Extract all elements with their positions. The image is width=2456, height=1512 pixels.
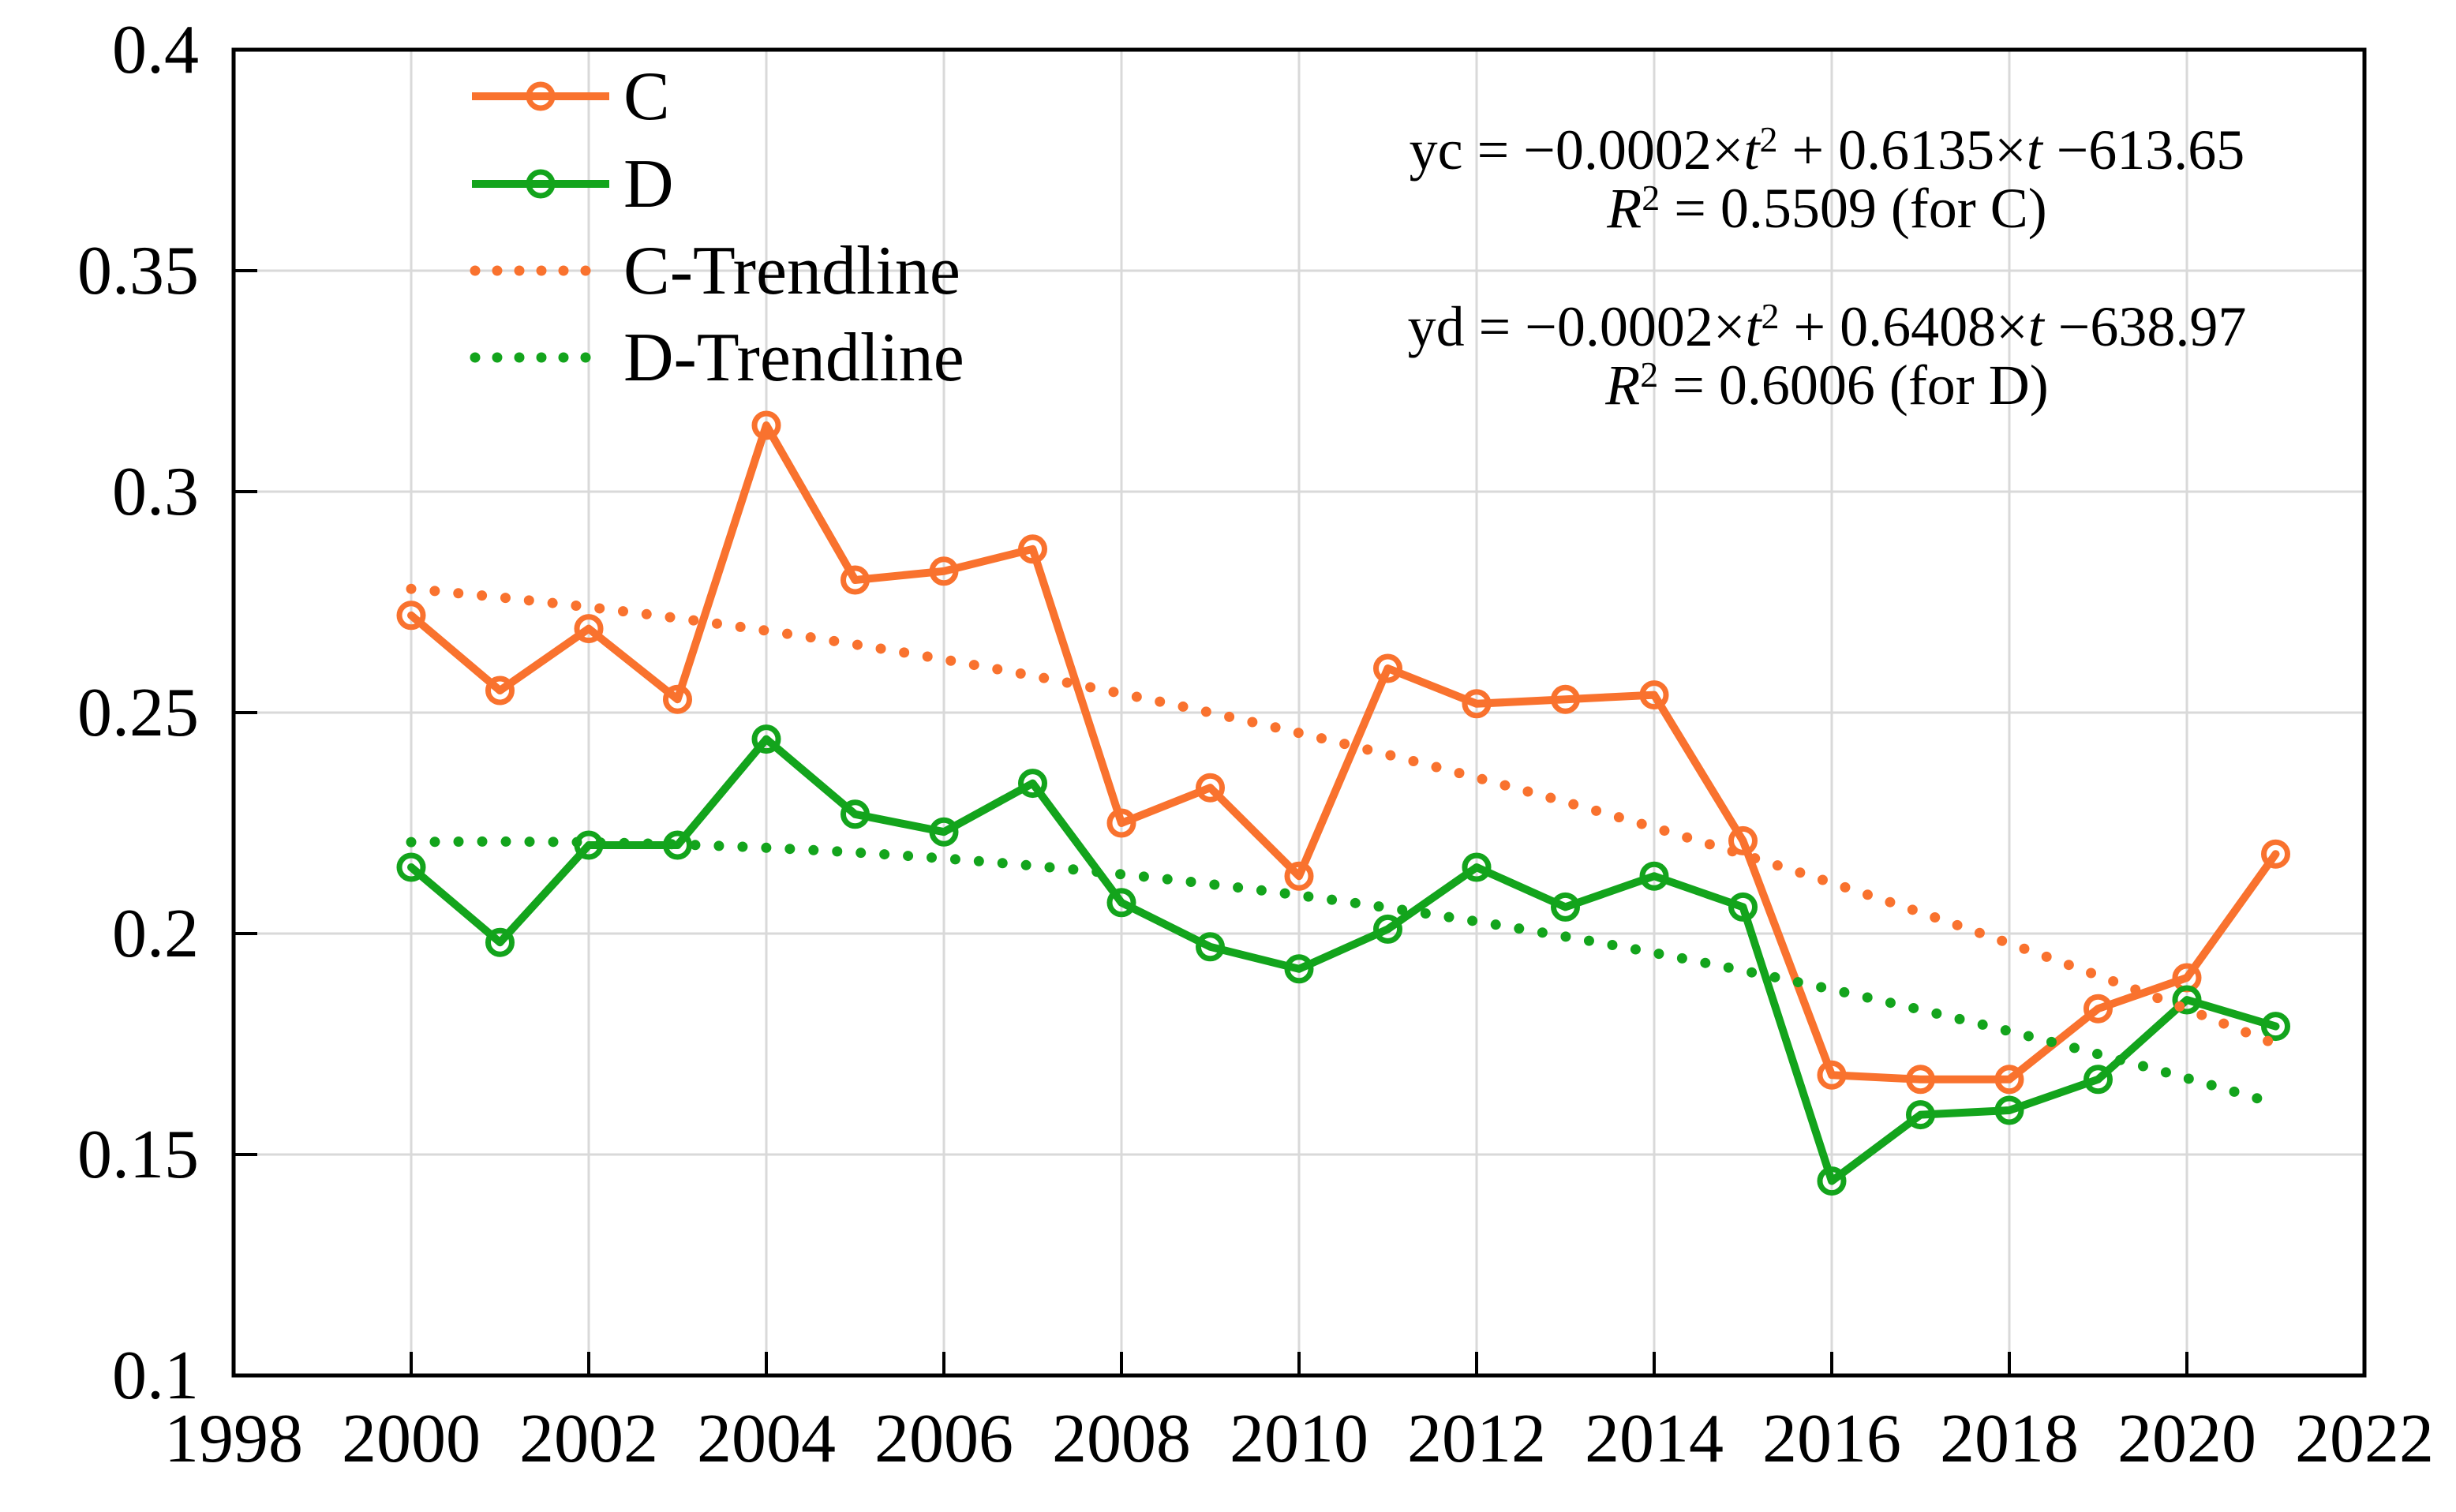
legend-label: C xyxy=(623,58,670,135)
y-axis-tick-label: 0.1 xyxy=(112,1338,199,1414)
y-axis-tick-label: 0.3 xyxy=(112,454,199,530)
gridlines xyxy=(234,50,2364,1375)
data-point-C xyxy=(1373,653,1402,683)
legend-label: D-Trendline xyxy=(623,320,964,396)
data-point-D xyxy=(1906,1100,1935,1130)
axis-ticks xyxy=(232,48,2366,1377)
data-point-C xyxy=(1994,1065,2024,1095)
data-point-C xyxy=(929,556,959,586)
y-axis-tick-label: 0.35 xyxy=(77,233,199,309)
data-point-D xyxy=(751,724,781,754)
data-point-C xyxy=(574,614,604,644)
x-axis-tick-label: 2014 xyxy=(1585,1401,1724,1477)
x-axis-tick-label: 2006 xyxy=(874,1401,1013,1477)
y-axis-tick-label: 0.25 xyxy=(77,675,199,751)
legend-item-C-Trendline: C-Trendline xyxy=(470,233,960,309)
series-D xyxy=(396,724,2290,1196)
data-point-D xyxy=(929,817,959,847)
data-point-C xyxy=(1018,534,1047,564)
data-point-C xyxy=(1196,773,1225,803)
data-point-C xyxy=(1284,861,1314,891)
data-point-C xyxy=(751,410,781,440)
data-point-C xyxy=(663,684,692,714)
x-axis-tick-label: 1998 xyxy=(164,1401,303,1477)
data-point-C xyxy=(1728,825,1758,855)
data-point-C xyxy=(2261,839,2290,869)
data-point-C xyxy=(1551,684,1580,714)
annotation-eq-c: yc = −0.0002×t2 + 0.6135×t −613.65 xyxy=(1410,118,2245,182)
data-point-D xyxy=(1728,892,1758,922)
y-axis-labels: 0.4 0.35 0.3 0.25 0.2 0.15 0.1 xyxy=(77,12,199,1414)
data-point-C xyxy=(841,565,870,595)
data-point-D xyxy=(1373,914,1402,944)
data-point-D xyxy=(1106,888,1136,918)
series-C xyxy=(396,410,2290,1095)
x-axis-tick-label: 2012 xyxy=(1407,1401,1546,1477)
x-axis-tick-label: 2022 xyxy=(2295,1401,2434,1477)
series-C-Trendline xyxy=(406,583,2281,1050)
data-point-D xyxy=(2172,985,2202,1015)
legend-label: D xyxy=(623,146,674,223)
data-point-D xyxy=(1462,852,1492,882)
x-axis-tick-label: 2010 xyxy=(1230,1401,1368,1477)
data-point-D xyxy=(841,799,870,829)
data-point-C xyxy=(1817,1060,1847,1090)
x-axis-tick-label: 2000 xyxy=(342,1401,481,1477)
data-point-D xyxy=(2261,1012,2290,1042)
data-point-C xyxy=(1462,689,1492,719)
data-point-C xyxy=(2083,994,2113,1024)
legend-item-D: D xyxy=(472,146,674,223)
data-point-D xyxy=(485,927,515,957)
x-axis-tick-label: 2018 xyxy=(1940,1401,2079,1477)
annotation-r2-d: R2 = 0.6006 (for D) xyxy=(1604,354,2049,417)
y-axis-tick-label: 0.2 xyxy=(112,896,199,972)
data-point-C xyxy=(1106,808,1136,838)
x-axis-tick-label: 2004 xyxy=(697,1401,836,1477)
trendline-C-Trendline xyxy=(406,583,2281,1050)
data-point-D xyxy=(1639,861,1669,891)
data-point-D xyxy=(1994,1095,2024,1125)
legend-item-D-Trendline: D-Trendline xyxy=(470,320,964,396)
y-axis-tick-label: 0.4 xyxy=(112,12,199,88)
data-point-C xyxy=(1906,1065,1935,1095)
y-axis-tick-label: 0.15 xyxy=(77,1117,199,1193)
x-axis-tick-label: 2002 xyxy=(519,1401,658,1477)
legend: CD C-Trendline D-Trendline xyxy=(470,58,964,396)
x-axis-tick-label: 2016 xyxy=(1762,1401,1901,1477)
series-line-D xyxy=(407,735,2280,1185)
series-line-C xyxy=(407,421,2280,1083)
data-point-D xyxy=(2083,1065,2113,1095)
annotation-r2-c: R2 = 0.5509 (for C) xyxy=(1606,177,2047,240)
data-point-C xyxy=(1639,680,1669,710)
annotation-eq-d: yd = −0.0002×t2 + 0.6408×t −638.97 xyxy=(1408,295,2247,358)
x-axis-tick-label: 2008 xyxy=(1052,1401,1191,1477)
data-point-C xyxy=(485,676,515,705)
data-point-D xyxy=(1817,1166,1847,1196)
data-point-D xyxy=(1196,932,1225,962)
data-point-C xyxy=(396,601,426,631)
trendline-D-Trendline xyxy=(406,836,2281,1110)
legend-label: C-Trendline xyxy=(623,233,960,309)
legend-circle-marker xyxy=(526,169,556,199)
x-axis-tick-label: 2020 xyxy=(2117,1401,2256,1477)
x-axis-labels: 1998 2000 2002 2004 2006 2008 2010 2012 2014 2016… xyxy=(164,1401,2434,1477)
data-point-D xyxy=(1551,892,1580,922)
legend-circle-marker xyxy=(526,81,556,111)
data-point-D xyxy=(663,830,692,860)
data-point-D xyxy=(396,852,426,882)
legend-item-C: C xyxy=(472,58,670,135)
series-D-Trendline xyxy=(406,836,2281,1110)
data-point-D xyxy=(1018,769,1047,799)
data-point-D xyxy=(1284,954,1314,984)
